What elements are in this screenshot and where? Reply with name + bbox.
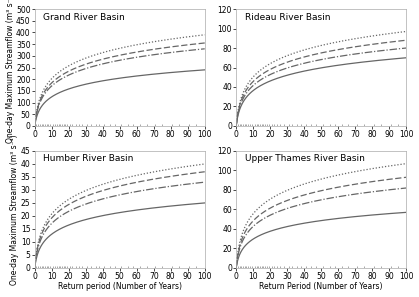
X-axis label: Return Period (Number of Years): Return Period (Number of Years) (259, 282, 383, 291)
Y-axis label: One-day Maximum Streamflow (m³ s⁻¹): One-day Maximum Streamflow (m³ s⁻¹) (10, 134, 19, 285)
Text: Grand River Basin: Grand River Basin (43, 12, 125, 22)
Text: Rideau River Basin: Rideau River Basin (245, 12, 330, 22)
X-axis label: Return period (Number of Years): Return period (Number of Years) (58, 282, 182, 291)
Text: Humber River Basin: Humber River Basin (43, 154, 134, 163)
Text: Upper Thames River Basin: Upper Thames River Basin (245, 154, 365, 163)
Y-axis label: One-day Maximum Streamflow (m³ s⁻¹): One-day Maximum Streamflow (m³ s⁻¹) (5, 0, 15, 143)
